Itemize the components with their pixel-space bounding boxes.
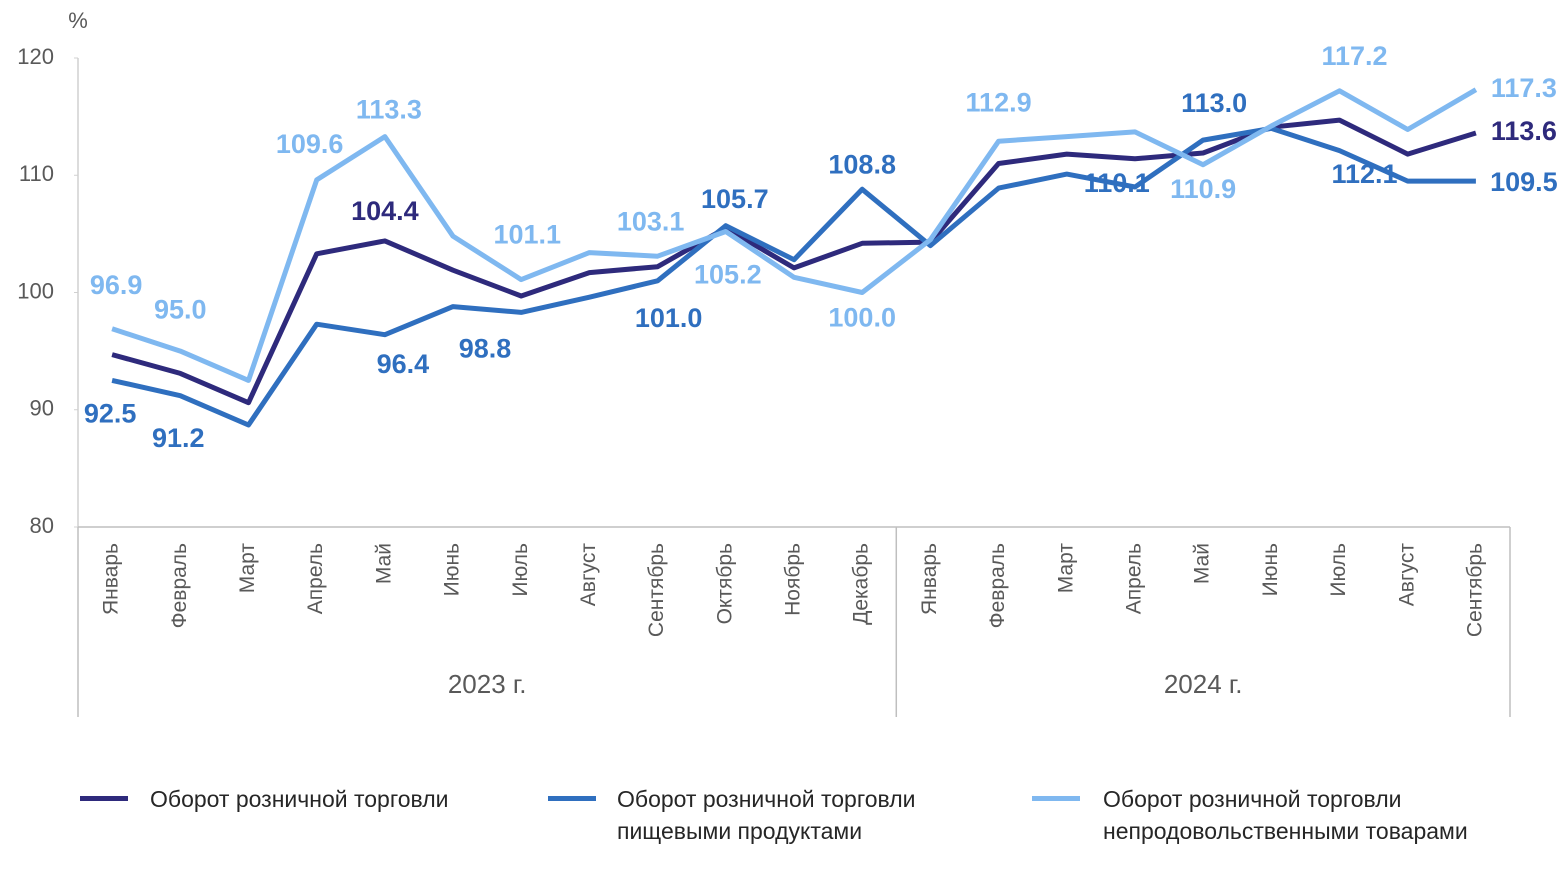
x-tick-label: Июль bbox=[1327, 543, 1350, 597]
x-tick-label: Май bbox=[1191, 543, 1214, 584]
x-tick-label: Август bbox=[577, 543, 600, 607]
data-label: 112.9 bbox=[966, 87, 1032, 117]
data-label: 104.4 bbox=[351, 196, 419, 226]
data-label: 96.9 bbox=[90, 270, 143, 300]
legend-swatch bbox=[1032, 796, 1080, 801]
data-label: 101.1 bbox=[493, 220, 561, 250]
x-tick-label: Ноябрь bbox=[782, 543, 805, 616]
x-group-label: 2023 г. bbox=[448, 669, 527, 699]
data-label: 112.1 bbox=[1331, 159, 1397, 189]
data-label: 109.6 bbox=[276, 129, 344, 159]
data-label: 110.1 bbox=[1084, 168, 1150, 198]
x-tick-label: Июль bbox=[509, 543, 532, 597]
data-label: 117.2 bbox=[1321, 41, 1387, 71]
x-tick-label: Февраль bbox=[986, 543, 1009, 628]
y-tick-label: 110 bbox=[19, 161, 54, 186]
x-tick-label: Май bbox=[372, 543, 395, 584]
data-label: 109.5 bbox=[1490, 167, 1558, 197]
x-tick-label: Июнь bbox=[441, 543, 464, 596]
data-label: 96.4 bbox=[377, 349, 430, 379]
legend-label: Оборот розничной торговли bbox=[150, 786, 449, 812]
y-tick-label: 120 bbox=[17, 44, 54, 69]
legend-swatch bbox=[80, 796, 128, 801]
data-label: 108.8 bbox=[828, 149, 896, 179]
data-label: 98.8 bbox=[459, 334, 512, 364]
data-label: 105.7 bbox=[701, 184, 769, 214]
x-tick-label: Февраль bbox=[168, 543, 191, 628]
x-tick-label: Март bbox=[236, 543, 259, 594]
series-line bbox=[111, 87, 1478, 383]
data-label: 91.2 bbox=[152, 423, 205, 453]
series-line bbox=[111, 117, 1477, 406]
legend-label: Оборот розничной торговли непродовольств… bbox=[1103, 786, 1468, 844]
series-line bbox=[111, 125, 1476, 428]
data-label: 101.0 bbox=[635, 303, 703, 333]
y-tick-label: 100 bbox=[17, 278, 54, 303]
data-label: 117.3 bbox=[1491, 73, 1557, 103]
x-tick-label: Сентябрь bbox=[645, 543, 668, 637]
data-label: 95.0 bbox=[154, 294, 207, 324]
data-label: 113.0 bbox=[1181, 88, 1247, 118]
x-group-label: 2024 г. bbox=[1164, 669, 1243, 699]
x-tick-label: Декабрь bbox=[850, 543, 873, 625]
data-label: 92.5 bbox=[84, 399, 137, 429]
data-label: 113.6 bbox=[1491, 116, 1557, 146]
x-tick-label: Апрель bbox=[304, 543, 327, 614]
x-tick-label: Июнь bbox=[1259, 543, 1282, 596]
x-tick-label: Январь bbox=[918, 543, 941, 615]
data-label: 113.3 bbox=[356, 95, 422, 125]
legend-swatch bbox=[548, 796, 596, 801]
data-label: 110.9 bbox=[1170, 174, 1236, 204]
x-tick-label: Август bbox=[1395, 543, 1418, 607]
data-label: 105.2 bbox=[694, 260, 762, 290]
legend-label: Оборот розничной торговли пищевыми проду… bbox=[617, 786, 916, 844]
y-tick-label: 80 bbox=[30, 513, 54, 538]
data-label: 100.0 bbox=[828, 303, 896, 333]
x-tick-label: Октябрь bbox=[713, 543, 736, 624]
x-tick-label: Март bbox=[1054, 543, 1077, 594]
data-label: 103.1 bbox=[617, 206, 685, 236]
y-axis-label: % bbox=[68, 8, 88, 33]
x-tick-label: Апрель bbox=[1122, 543, 1145, 614]
x-tick-label: Сентябрь bbox=[1463, 543, 1486, 637]
x-tick-label: Январь bbox=[100, 543, 123, 615]
y-tick-label: 90 bbox=[30, 396, 54, 421]
